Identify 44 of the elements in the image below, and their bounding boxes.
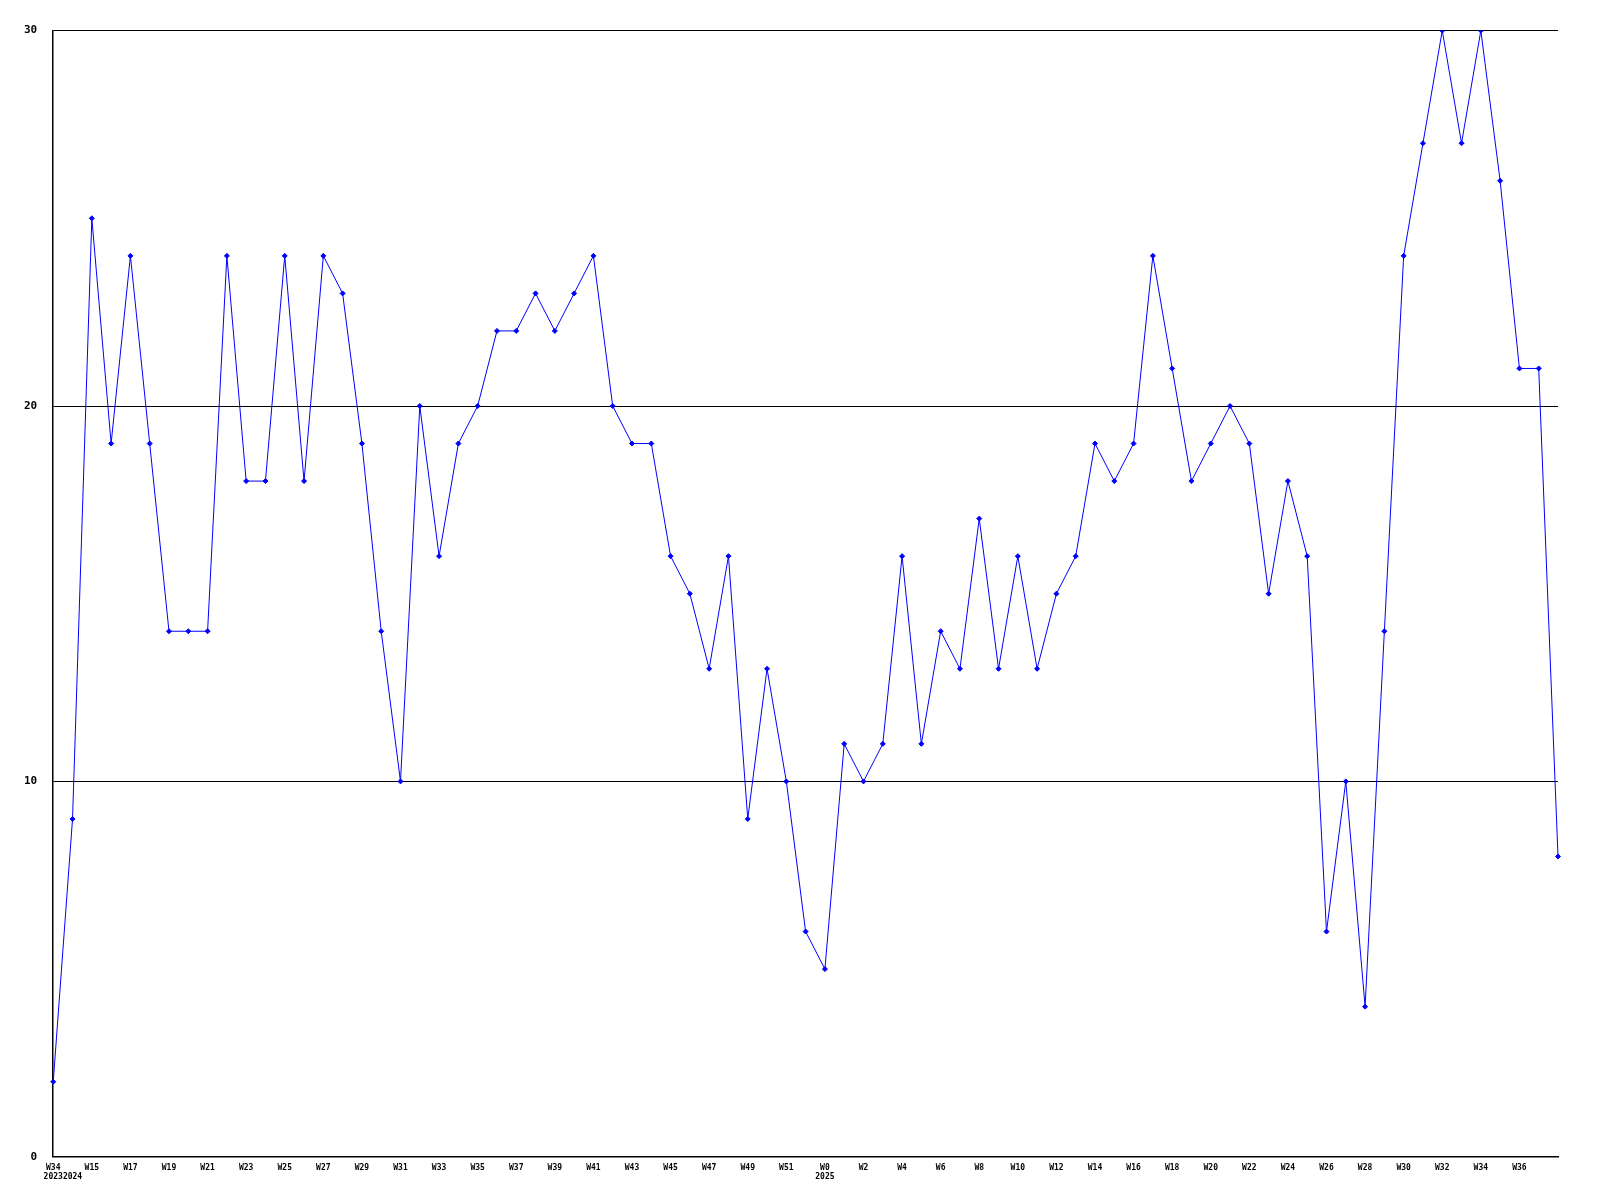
x-tick-label: W16 bbox=[1126, 1162, 1141, 1172]
x-tick-label: W21 bbox=[200, 1162, 215, 1172]
x-tick-label: W41 bbox=[586, 1162, 601, 1172]
x-tick-label: W23 bbox=[238, 1162, 254, 1172]
x-tick-label: W22 bbox=[1242, 1162, 1257, 1172]
x-tick-label: W29 bbox=[354, 1162, 370, 1172]
y-tick-label: 0 bbox=[30, 1149, 38, 1163]
x-tick-label: W45 bbox=[663, 1162, 678, 1172]
y-tick-label: 30 bbox=[24, 23, 38, 37]
x-tick-label: W6 bbox=[935, 1162, 946, 1172]
x-tick-label: W19 bbox=[161, 1162, 177, 1172]
x-tick-label: W10 bbox=[1010, 1162, 1026, 1172]
x-tick-label: W20 bbox=[1203, 1162, 1219, 1172]
x-tick-label: W14 bbox=[1087, 1162, 1103, 1172]
x-tick-label: W4 bbox=[897, 1162, 908, 1172]
x-tick-label: W0 2025 bbox=[815, 1162, 835, 1182]
x-tick-label: W34 bbox=[1473, 1162, 1489, 1172]
x-tick-label: W31 bbox=[393, 1162, 408, 1172]
x-tick-label: W37 bbox=[509, 1162, 524, 1172]
x-tick-label: W28 bbox=[1357, 1162, 1373, 1172]
x-tick-label: W32 bbox=[1435, 1162, 1450, 1172]
x-tick-label: W15 bbox=[84, 1162, 100, 1172]
x-tick-label: W35 bbox=[470, 1162, 486, 1172]
y-tick-label: 20 bbox=[24, 398, 38, 412]
x-tick-label: W34 2023 bbox=[43, 1162, 64, 1182]
x-tick-label: W8 bbox=[974, 1162, 985, 1172]
x-tick-label: W36 bbox=[1512, 1162, 1527, 1172]
x-tick-label: W27 bbox=[316, 1162, 331, 1172]
x-tick-label: W39 bbox=[547, 1162, 563, 1172]
x-tick-label: W18 bbox=[1164, 1162, 1180, 1172]
x-tick-label: W30 bbox=[1396, 1162, 1412, 1172]
x-tick-label: W2 bbox=[858, 1162, 869, 1172]
x-tick-label: W24 bbox=[1280, 1162, 1296, 1172]
x-tick-label: W25 bbox=[277, 1162, 293, 1172]
x-tick-label: W26 bbox=[1319, 1162, 1334, 1172]
x-tick-label: W12 bbox=[1049, 1162, 1064, 1172]
x-tick-label: 2024 bbox=[62, 1172, 83, 1182]
y-tick-label: 10 bbox=[24, 774, 38, 788]
x-tick-label: W51 bbox=[779, 1162, 794, 1172]
x-tick-label: W33 bbox=[431, 1162, 447, 1172]
x-tick-label: W47 bbox=[701, 1162, 717, 1172]
x-tick-label: W17 bbox=[123, 1162, 138, 1172]
x-tick-label: W43 bbox=[624, 1162, 640, 1172]
x-tick-label: W49 bbox=[740, 1162, 756, 1172]
